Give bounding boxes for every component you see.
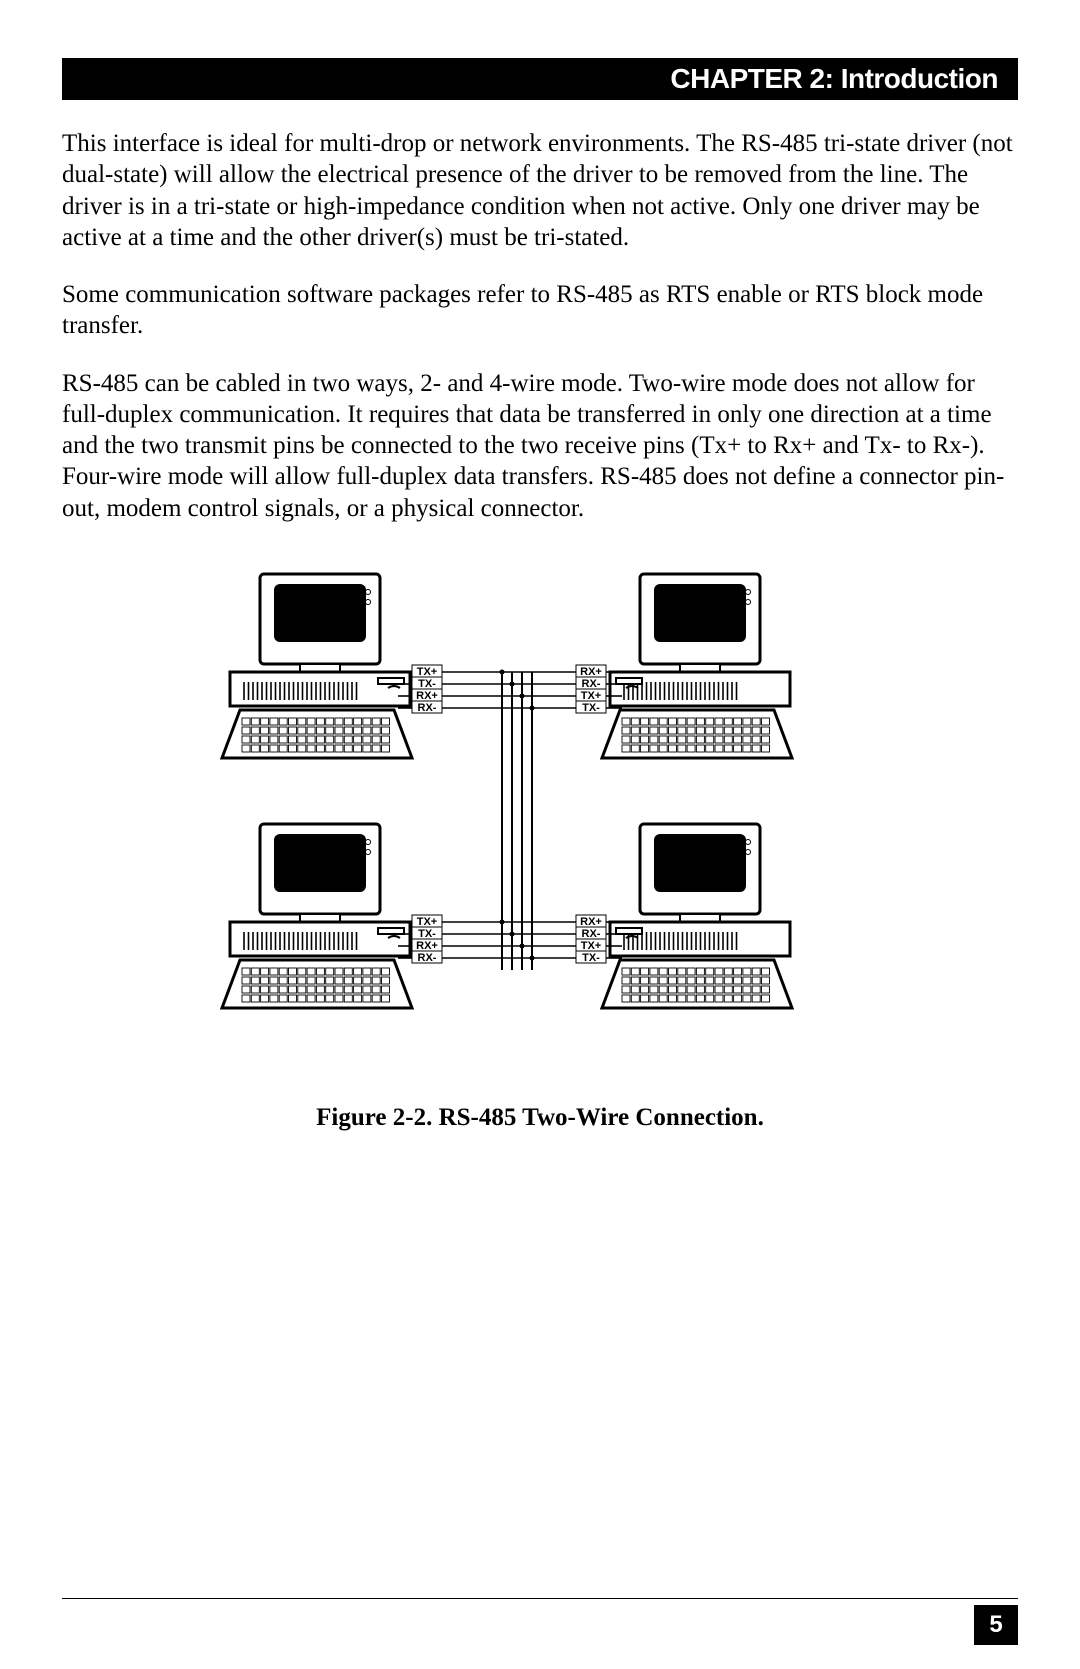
page-number: 5 [974, 1605, 1018, 1645]
pin-label: RX- [582, 678, 601, 690]
figure-2-2: TX+TX-RX+RX-RX+RX-TX+TX-TX+TX-RX+RX-RX+R… [62, 554, 1018, 1132]
pc-node: TX+TX-RX+RX- [222, 574, 442, 758]
page: CHAPTER 2: Introduction This interface i… [0, 0, 1080, 1669]
figure-caption: Figure 2-2. RS-485 Two-Wire Connection. [316, 1104, 764, 1132]
chapter-title: CHAPTER 2: Introduction [670, 63, 998, 95]
pc-node: TX+TX-RX+RX- [222, 824, 442, 1008]
page-number-value: 5 [989, 1611, 1002, 1639]
pin-label: RX+ [416, 940, 438, 952]
pin-label: RX- [418, 702, 437, 714]
paragraph-1: This interface is ideal for multi-drop o… [62, 128, 1018, 253]
pin-label: RX- [418, 952, 437, 964]
body-text: This interface is ideal for multi-drop o… [62, 128, 1018, 524]
pc-node: RX+RX-TX+TX- [576, 574, 792, 758]
pin-label: TX+ [581, 690, 601, 702]
pc-node: RX+RX-TX+TX- [576, 824, 792, 1008]
paragraph-3: RS-485 can be cabled in two ways, 2- and… [62, 368, 1018, 524]
pin-label: TX- [418, 928, 436, 940]
pin-label: RX+ [580, 666, 602, 678]
pin-label: RX+ [580, 916, 602, 928]
pin-label: TX+ [581, 940, 601, 952]
pin-label: TX- [582, 702, 600, 714]
rs485-diagram: TX+TX-RX+RX-RX+RX-TX+TX-TX+TX-RX+RX-RX+R… [170, 554, 910, 1074]
pin-label: TX+ [417, 916, 437, 928]
pin-label: TX- [418, 678, 436, 690]
paragraph-2: Some communication software packages ref… [62, 279, 1018, 342]
pin-label: TX+ [417, 666, 437, 678]
footer-rule [62, 1598, 1018, 1599]
chapter-header-bar: CHAPTER 2: Introduction [62, 58, 1018, 100]
pin-label: RX- [582, 928, 601, 940]
pin-label: RX+ [416, 690, 438, 702]
pin-label: TX- [582, 952, 600, 964]
